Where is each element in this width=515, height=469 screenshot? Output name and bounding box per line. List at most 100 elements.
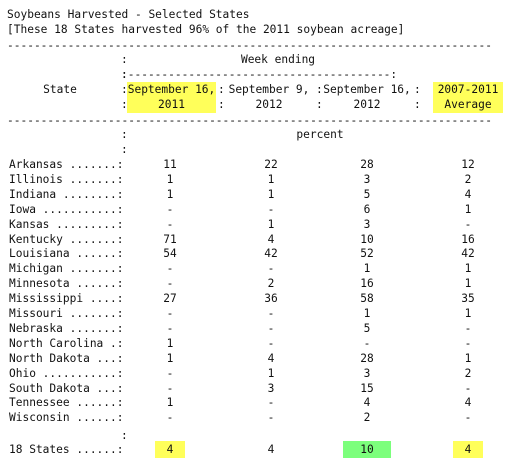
- col1-header-highlight: [127, 82, 216, 113]
- cell-col1: -: [166, 277, 174, 291]
- cell-col2: 4: [267, 232, 275, 246]
- cell-col2: 4: [267, 351, 275, 365]
- state-name: North Dakota ...:: [9, 351, 124, 365]
- cell-col1: 11: [163, 158, 177, 171]
- cell-col3: 16: [360, 277, 374, 291]
- cell-col2: -: [267, 307, 275, 320]
- cell-col1: -: [166, 262, 174, 276]
- state-name: Indiana ........:: [9, 187, 124, 201]
- state-name: Kentucky .......:: [9, 232, 124, 246]
- cell-col3: 28: [360, 351, 374, 365]
- cell-col4: -: [464, 381, 472, 395]
- cell-col2: 42: [264, 247, 278, 261]
- week-ending-label: Week ending: [240, 53, 316, 66]
- cell-col2: -: [267, 336, 275, 350]
- table-row: Illinois .......: 1 1 3 2: [0, 172, 515, 187]
- cell-col4: -: [464, 336, 472, 350]
- cell-col1: -: [166, 307, 174, 320]
- header-separator: : :: [316, 83, 323, 111]
- header-separator: : : : :: [121, 53, 128, 111]
- cell-col1: -: [166, 381, 174, 395]
- cell-col4: 12: [461, 158, 475, 171]
- cell-col3: 3: [363, 217, 371, 231]
- cell-col1: 54: [163, 247, 177, 261]
- unit-separator: : :: [121, 128, 128, 156]
- total-separator: :: [121, 429, 128, 442]
- cell-col2: -: [267, 321, 275, 335]
- table-row: Kansas .........: - 1 3 -: [0, 217, 515, 232]
- state-name: Ohio ...........:: [9, 366, 124, 380]
- cell-col3: 1: [363, 307, 371, 320]
- table-row: Michigan .......: - - 1 1: [0, 261, 515, 276]
- total-row: 18 States ......: 4 4 10 4: [0, 441, 515, 458]
- cell-col3: 3: [363, 366, 371, 380]
- cell-col2: 36: [264, 292, 278, 306]
- cell-col4: 16: [461, 232, 475, 246]
- cell-col3: 1: [363, 262, 371, 276]
- total-col2-value: 4: [267, 443, 275, 456]
- state-name: Louisiana ......:: [9, 247, 124, 261]
- cell-col3: 52: [360, 247, 374, 261]
- table-row: Mississippi ....: 27 36 58 35: [0, 291, 515, 306]
- table-row: North Carolina .: 1 - - -: [0, 336, 515, 351]
- state-name: Iowa ...........:: [9, 202, 124, 216]
- cell-col3: 2: [363, 411, 371, 425]
- table-row: Iowa ...........: - - 6 1: [0, 202, 515, 217]
- table-row: Kentucky .......: 71 4 10 16: [0, 232, 515, 247]
- cell-col1: 1: [166, 351, 174, 365]
- cell-col3: 5: [363, 187, 371, 201]
- cell-col2: 1: [267, 187, 275, 201]
- header-separator: : :: [414, 83, 421, 111]
- table-row: South Dakota ...: - 3 15 -: [0, 381, 515, 396]
- col2-header-line2: 2012: [255, 98, 283, 111]
- state-name: South Dakota ...:: [9, 381, 124, 395]
- cell-col2: -: [267, 411, 275, 425]
- state-name: Illinois .......:: [9, 172, 124, 186]
- cell-col4: -: [464, 217, 472, 231]
- col4-header-line1: 2007-2011: [437, 83, 499, 96]
- top-divider: ----------------------------------------…: [7, 39, 492, 52]
- cell-col3: 58: [360, 292, 374, 306]
- cell-col3: 3: [363, 172, 371, 186]
- state-name: Mississippi ....:: [9, 292, 124, 306]
- cell-col4: 1: [464, 277, 472, 291]
- col4-header-highlight: [433, 82, 503, 113]
- cell-col4: -: [464, 321, 472, 335]
- cell-col2: 3: [267, 381, 275, 395]
- cell-col2: 1: [267, 217, 275, 231]
- cell-col1: 27: [163, 292, 177, 306]
- table-subtitle: [These 18 States harvested 96% of the 20…: [7, 23, 405, 36]
- cell-col4: 1: [464, 202, 472, 216]
- total-col4-value: 4: [453, 441, 483, 458]
- cell-col3: 6: [363, 202, 371, 216]
- state-name: Arkansas .......:: [9, 158, 124, 171]
- table-row: Indiana ........: 1 1 5 4: [0, 187, 515, 202]
- unit-label: percent: [296, 128, 344, 141]
- cell-col3: -: [363, 336, 371, 350]
- cell-col4: 2: [464, 366, 472, 380]
- cell-col4: 42: [461, 247, 475, 261]
- state-name: Minnesota ......:: [9, 277, 124, 291]
- table-row: Tennessee ......: 1 - 4 4: [0, 395, 515, 410]
- cell-col4: -: [464, 411, 472, 425]
- total-label: 18 States ......:: [9, 443, 124, 456]
- cell-col1: -: [166, 411, 174, 425]
- header-separator: : :: [218, 83, 225, 111]
- header-divider: ----------------------------------------…: [7, 114, 492, 127]
- cell-col4: 1: [464, 262, 472, 276]
- total-col3-value: 10: [343, 441, 391, 458]
- state-name: Kansas .........:: [9, 217, 124, 231]
- cell-col3: 5: [363, 321, 371, 335]
- table-row: Missouri .......: - - 1 1: [0, 306, 515, 321]
- cell-col1: 1: [166, 187, 174, 201]
- col1-header-line2: 2011: [158, 98, 185, 111]
- cell-col3: 4: [363, 396, 371, 410]
- col1-header-line1: September 16,: [127, 83, 216, 96]
- table-row: Minnesota ......: - 2 16 1: [0, 276, 515, 291]
- cell-col2: -: [267, 202, 275, 216]
- cell-col2: 22: [264, 158, 278, 171]
- table-title: Soybeans Harvested - Selected States: [7, 8, 250, 21]
- cell-col3: 28: [360, 158, 374, 171]
- cell-col4: 35: [461, 292, 475, 306]
- cell-col4: 1: [464, 351, 472, 365]
